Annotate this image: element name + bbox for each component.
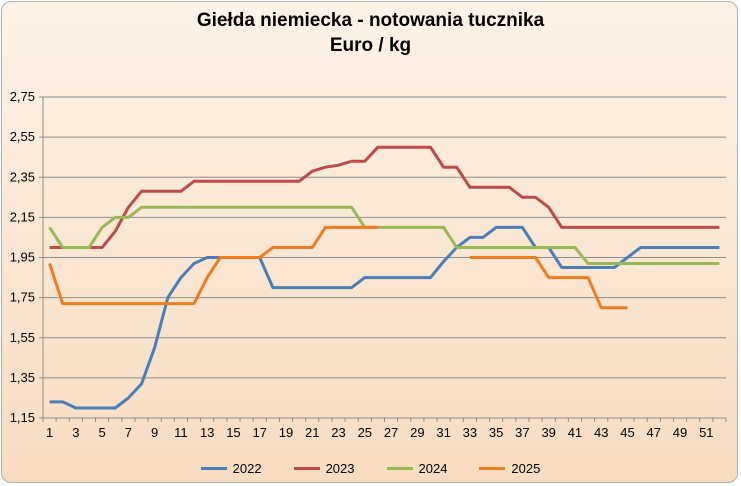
legend-item-2025: 2025 (479, 461, 540, 476)
y-tick-label: 2,75 (10, 89, 35, 104)
gridlines (43, 96, 726, 379)
x-tick-label: 17 (252, 425, 266, 440)
x-tick-label: 1 (46, 425, 53, 440)
x-tick-label: 27 (384, 425, 398, 440)
legend-item-2024: 2024 (386, 461, 448, 476)
y-tick-label: 1,35 (10, 370, 35, 385)
x-tick-label: 35 (489, 425, 503, 440)
x-axis-ticks: 1 3 5 7 9 11 13 15 17 19 21 23 25 27 29 31 33 35 37 39 41 43 4… (46, 425, 714, 440)
x-tick-label: 47 (647, 425, 661, 440)
x-tick-label: 9 (151, 425, 158, 440)
legend-item-2023: 2023 (293, 461, 355, 476)
y-tick-label: 2,55 (10, 129, 35, 144)
x-tick-label: 29 (410, 425, 424, 440)
x-tick-label: 15 (226, 425, 240, 440)
y-tick-label: 2,15 (10, 209, 35, 224)
x-tick-label: 33 (463, 425, 477, 440)
y-tick-label: 1,55 (10, 330, 35, 345)
y-tick-label: 1,15 (10, 410, 35, 425)
y-axis-ticks: 1,15 1,35 1,55 1,75 1,95 2,15 2,35 2,55 2,75 (10, 89, 35, 425)
x-tick-label: 37 (515, 425, 529, 440)
legend-swatch (200, 467, 227, 470)
x-tick-label: 11 (174, 425, 188, 440)
axes (39, 96, 727, 422)
x-tick-label: 19 (279, 425, 293, 440)
x-tick-label: 41 (568, 425, 582, 440)
x-tick-label: 43 (594, 425, 608, 440)
series-line-2022 (49, 225, 720, 410)
y-tick-label: 2,35 (10, 169, 35, 184)
chart-legend: 2022 2023 2024 2025 (0, 461, 741, 476)
x-tick-label: 23 (331, 425, 345, 440)
legend-swatch (479, 467, 506, 470)
x-tick-label: 21 (305, 425, 319, 440)
x-tick-label: 13 (200, 425, 214, 440)
y-tick-label: 1,75 (10, 290, 35, 305)
legend-swatch (386, 467, 413, 470)
legend-swatch (293, 467, 320, 470)
legend-label: 2024 (418, 461, 448, 476)
series-line-2023 (49, 145, 720, 249)
x-tick-label: 49 (673, 425, 687, 440)
x-tick-label: 51 (699, 425, 713, 440)
x-tick-label: 25 (358, 425, 372, 440)
chart-subtitle: Euro / kg (329, 35, 412, 56)
series-line-2024 (48, 205, 720, 265)
chart-title: Giełda niemiecka - notowania tucznika (196, 10, 545, 31)
series-lines (48, 145, 720, 410)
legend-label: 2023 (325, 461, 355, 476)
x-tick-label: 45 (620, 425, 634, 440)
x-tick-label: 39 (541, 425, 555, 440)
x-tick-label: 7 (125, 425, 132, 440)
series-line-2025 (48, 225, 628, 310)
legend-item-2022: 2022 (200, 461, 262, 476)
legend-label: 2025 (511, 461, 541, 476)
x-tick-label: 3 (72, 425, 79, 440)
x-tick-label: 5 (98, 425, 105, 440)
y-tick-label: 1,95 (10, 250, 35, 265)
legend-label: 2022 (232, 461, 262, 476)
x-tick-label: 31 (436, 425, 450, 440)
